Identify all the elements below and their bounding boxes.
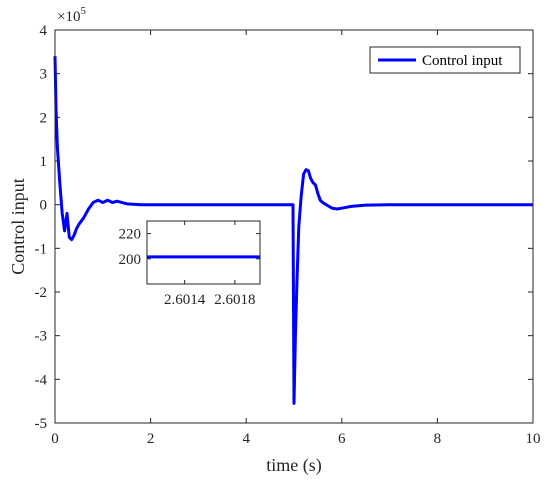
plot-frame bbox=[54, 29, 534, 424]
y-tick-label: 1 bbox=[40, 154, 48, 170]
main-plot-area: 0 2 4 6 8 10 -5 -4 -3 -2 -1 0 1 2 3 4 bbox=[35, 23, 541, 447]
inset-x-axis-ticks: 2.6014 2.6018 bbox=[164, 221, 256, 308]
y-tick-label: 3 bbox=[40, 67, 48, 83]
inset-y-tick-label: 220 bbox=[119, 227, 142, 243]
inset-x-tick-label: 2.6018 bbox=[214, 292, 255, 308]
y-tick-label: -3 bbox=[35, 329, 48, 345]
y-axis-exponent: ×105 bbox=[57, 5, 86, 25]
y-tick-label: -2 bbox=[35, 285, 48, 301]
x-axis-ticks: 0 2 4 6 8 10 bbox=[51, 30, 541, 447]
x-tick-label: 8 bbox=[434, 431, 442, 447]
y-axis-title: Control input bbox=[8, 178, 28, 275]
y-tick-label: -4 bbox=[35, 372, 48, 388]
legend-label-control-input: Control input bbox=[422, 53, 503, 69]
inset-zoom-plot: 2.6014 2.6018 200 220 bbox=[119, 220, 261, 308]
inset-y-axis-ticks: 200 220 bbox=[119, 227, 260, 268]
y-tick-label: -1 bbox=[35, 241, 48, 257]
inset-x-tick-label: 2.6014 bbox=[164, 292, 206, 308]
y-tick-label: 4 bbox=[40, 23, 48, 39]
y-tick-label: 0 bbox=[40, 198, 48, 214]
x-tick-label: 6 bbox=[338, 431, 346, 447]
inset-y-tick-label: 200 bbox=[119, 252, 142, 268]
x-tick-label: 4 bbox=[242, 431, 250, 447]
y-axis-exponent-power: 5 bbox=[80, 5, 86, 17]
y-tick-label: 2 bbox=[40, 110, 48, 126]
y-axis-exponent-base: ×10 bbox=[57, 9, 80, 25]
legend: Control input bbox=[369, 46, 521, 74]
series-line-control-input bbox=[53, 56, 533, 405]
y-tick-label: -5 bbox=[35, 416, 48, 432]
y-axis-ticks: -5 -4 -3 -2 -1 0 1 2 3 4 bbox=[35, 23, 533, 432]
x-tick-label: 10 bbox=[526, 431, 541, 447]
inset-background bbox=[147, 221, 260, 284]
inset-frame bbox=[146, 220, 261, 285]
x-axis-title: time (s) bbox=[266, 455, 322, 476]
x-tick-label: 0 bbox=[51, 431, 59, 447]
x-tick-label: 2 bbox=[147, 431, 155, 447]
